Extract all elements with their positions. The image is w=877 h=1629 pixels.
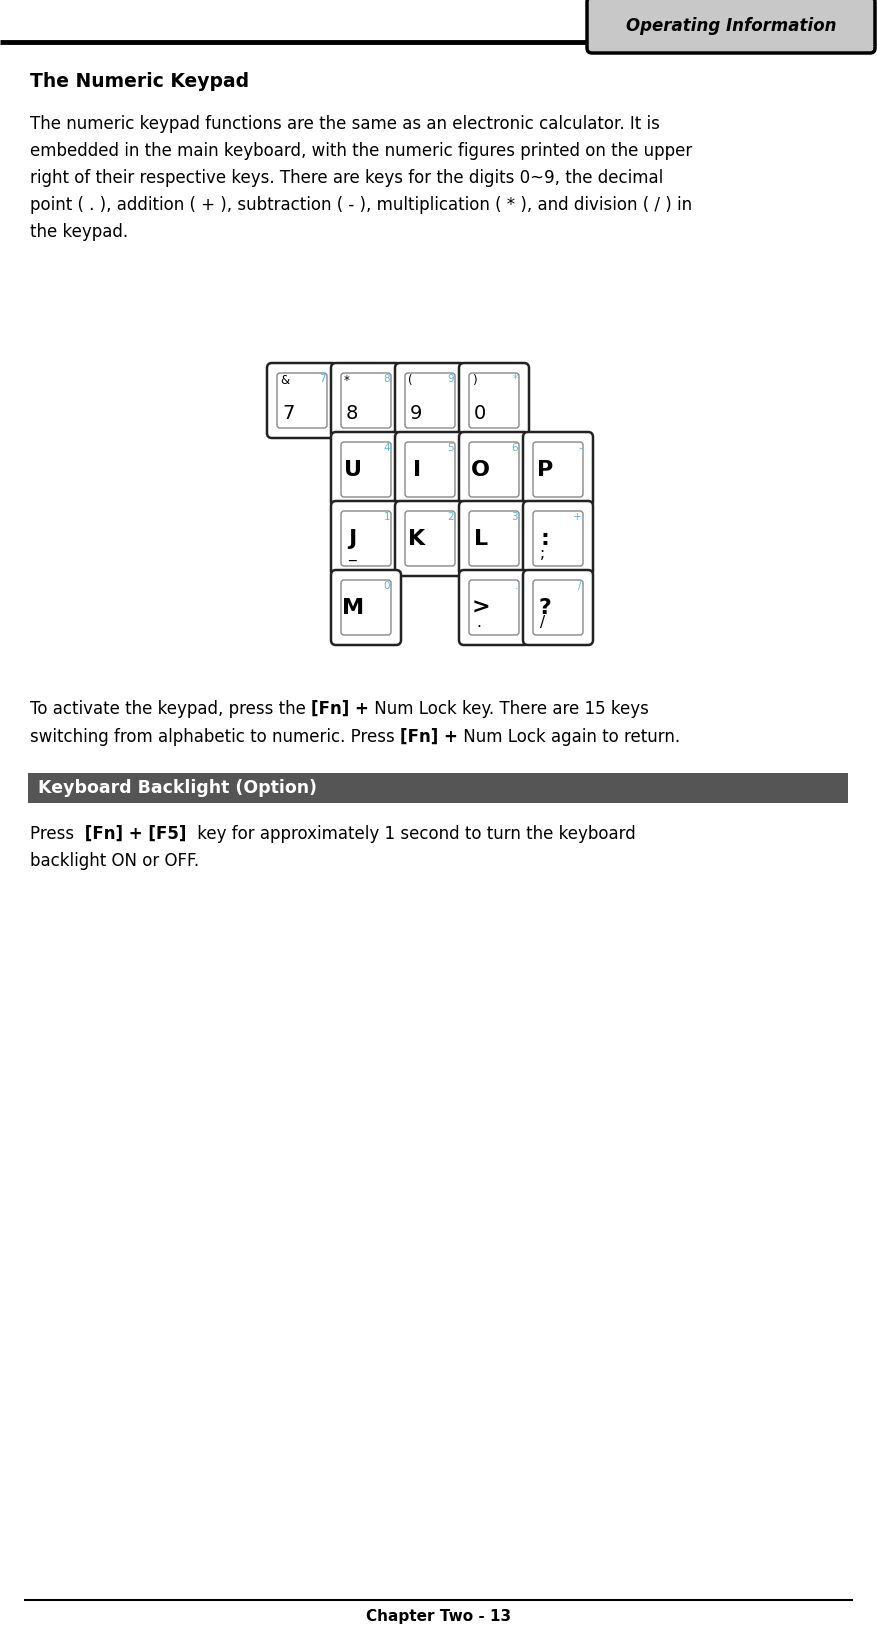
Text: the keypad.: the keypad. [30, 223, 128, 241]
Text: *: * [513, 375, 518, 384]
Text: +: + [574, 512, 582, 521]
Text: Num Lock again to return.: Num Lock again to return. [458, 728, 680, 746]
Text: /: / [579, 582, 582, 591]
Text: Press: Press [30, 824, 80, 842]
Text: Chapter Two - 13: Chapter Two - 13 [366, 1609, 511, 1624]
FancyBboxPatch shape [523, 502, 593, 577]
Text: ?: ? [538, 598, 552, 617]
Text: 4: 4 [383, 443, 390, 453]
Text: _: _ [348, 546, 356, 560]
Text: 0: 0 [383, 582, 390, 591]
Text: :: : [540, 528, 549, 549]
Text: 9: 9 [447, 375, 454, 384]
Text: Operating Information: Operating Information [626, 16, 837, 34]
Text: L: L [474, 528, 488, 549]
FancyBboxPatch shape [405, 512, 455, 565]
Text: -: - [578, 443, 582, 453]
Text: .: . [476, 616, 481, 630]
Text: 8: 8 [346, 404, 359, 424]
FancyBboxPatch shape [587, 0, 875, 54]
Text: To activate the keypad, press the: To activate the keypad, press the [30, 700, 311, 718]
Text: *: * [344, 375, 350, 388]
Text: The Numeric Keypad: The Numeric Keypad [30, 72, 249, 91]
Text: [Fn] + [F5]: [Fn] + [F5] [80, 824, 192, 842]
Text: 5: 5 [447, 443, 454, 453]
FancyBboxPatch shape [405, 441, 455, 497]
Bar [590, 0, 877, 44]
Text: 0: 0 [474, 404, 486, 424]
FancyBboxPatch shape [459, 363, 529, 438]
FancyBboxPatch shape [469, 441, 519, 497]
Text: P: P [537, 459, 553, 479]
Text: 7: 7 [319, 375, 326, 384]
Text: K: K [408, 528, 425, 549]
FancyBboxPatch shape [395, 363, 465, 438]
Text: M: M [342, 598, 364, 617]
FancyBboxPatch shape [459, 432, 529, 507]
Text: 7: 7 [282, 404, 295, 424]
FancyBboxPatch shape [331, 570, 401, 645]
Text: &: & [280, 375, 289, 388]
Text: [Fn] +: [Fn] + [311, 700, 369, 718]
FancyBboxPatch shape [523, 432, 593, 507]
FancyBboxPatch shape [523, 570, 593, 645]
FancyBboxPatch shape [277, 373, 327, 428]
Text: key for approximately 1 second to turn the keyboard: key for approximately 1 second to turn t… [192, 824, 636, 842]
Text: /: / [540, 616, 545, 630]
FancyBboxPatch shape [469, 373, 519, 428]
Text: 2: 2 [447, 512, 454, 521]
FancyBboxPatch shape [331, 363, 401, 438]
Text: U: U [344, 459, 362, 479]
Text: Num Lock key. There are 15 keys: Num Lock key. There are 15 keys [369, 700, 649, 718]
Text: (: ( [408, 375, 412, 388]
Text: 1: 1 [383, 512, 390, 521]
Text: point ( . ), addition ( + ), subtraction ( - ), multiplication ( * ), and divisi: point ( . ), addition ( + ), subtraction… [30, 195, 692, 213]
Text: J: J [349, 528, 357, 549]
Text: right of their respective keys. There are keys for the digits 0~9, the decimal: right of their respective keys. There ar… [30, 169, 663, 187]
Text: backlight ON or OFF.: backlight ON or OFF. [30, 852, 199, 870]
Text: Keyboard Backlight (Option): Keyboard Backlight (Option) [38, 779, 317, 797]
FancyBboxPatch shape [341, 512, 391, 565]
Text: 6: 6 [511, 443, 518, 453]
Text: I: I [413, 459, 421, 479]
FancyBboxPatch shape [395, 432, 465, 507]
Text: >: > [472, 598, 490, 617]
FancyBboxPatch shape [331, 502, 401, 577]
Text: ): ) [472, 375, 476, 388]
FancyBboxPatch shape [341, 441, 391, 497]
FancyBboxPatch shape [341, 373, 391, 428]
FancyBboxPatch shape [533, 441, 583, 497]
FancyBboxPatch shape [469, 512, 519, 565]
Text: [Fn] +: [Fn] + [400, 728, 458, 746]
Text: .: . [515, 582, 518, 591]
FancyBboxPatch shape [533, 580, 583, 635]
FancyBboxPatch shape [341, 580, 391, 635]
Text: O: O [471, 459, 490, 479]
FancyBboxPatch shape [331, 432, 401, 507]
Text: The numeric keypad functions are the same as an electronic calculator. It is: The numeric keypad functions are the sam… [30, 116, 660, 134]
FancyBboxPatch shape [459, 502, 529, 577]
Text: 9: 9 [410, 404, 423, 424]
FancyBboxPatch shape [459, 570, 529, 645]
FancyBboxPatch shape [395, 502, 465, 577]
Text: ;: ; [540, 546, 545, 560]
Text: switching from alphabetic to numeric. Press: switching from alphabetic to numeric. Pr… [30, 728, 400, 746]
Text: 8: 8 [383, 375, 390, 384]
Bar [28, 774, 848, 803]
FancyBboxPatch shape [405, 373, 455, 428]
FancyBboxPatch shape [267, 363, 337, 438]
FancyBboxPatch shape [469, 580, 519, 635]
Text: embedded in the main keyboard, with the numeric figures printed on the upper: embedded in the main keyboard, with the … [30, 142, 692, 160]
Text: 3: 3 [511, 512, 518, 521]
FancyBboxPatch shape [533, 512, 583, 565]
